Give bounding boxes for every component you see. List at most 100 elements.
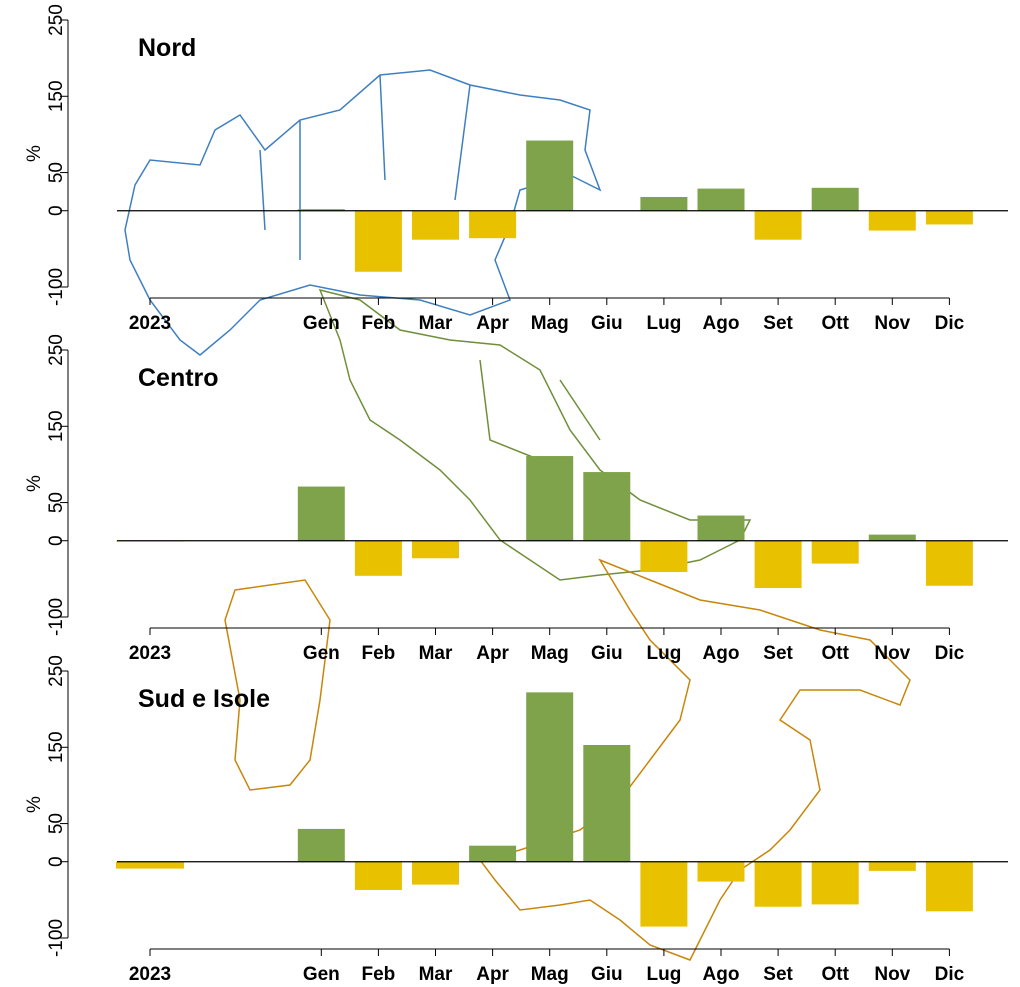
- y-tick-label: 0: [46, 535, 67, 546]
- x-tick-label: Mar: [419, 964, 453, 985]
- bar: [811, 187, 859, 211]
- bar: [526, 692, 574, 862]
- bar: [697, 861, 745, 882]
- y-tick-label: 50: [46, 162, 67, 183]
- bar: [811, 861, 859, 905]
- bar: [640, 196, 688, 211]
- x-tick-label: Apr: [476, 964, 509, 985]
- bar: [297, 209, 345, 211]
- bar: [697, 515, 745, 541]
- bar: [354, 540, 402, 576]
- y-tick-label: 150: [46, 410, 67, 442]
- bar: [354, 210, 402, 272]
- bar: [469, 210, 517, 239]
- x-tick-label: Mag: [531, 964, 569, 985]
- bar: [116, 861, 184, 869]
- bar: [925, 540, 973, 586]
- bar: [754, 210, 802, 240]
- x-tick-label: Nov: [874, 964, 910, 985]
- bar: [697, 188, 745, 211]
- x-tick-label: Ott: [821, 313, 849, 334]
- x-tick-label: Ago: [703, 313, 740, 334]
- y-tick-label: 0: [46, 205, 67, 216]
- bar: [526, 140, 574, 211]
- y-axis-label: %: [24, 796, 45, 813]
- y-tick-label: -100: [46, 598, 67, 636]
- x-tick-label: 2023: [129, 313, 171, 334]
- y-tick-label: 150: [46, 80, 67, 112]
- panel-title: Nord: [138, 34, 196, 62]
- x-tick-label: 2023: [129, 643, 171, 664]
- x-tick-label: Gen: [303, 964, 340, 985]
- bar: [925, 210, 973, 225]
- bar: [868, 210, 916, 231]
- bar: [640, 540, 688, 572]
- bar: [354, 861, 402, 890]
- x-tick-label: Feb: [362, 313, 396, 334]
- bar: [297, 486, 345, 541]
- x-tick-label: Mar: [419, 313, 453, 334]
- y-tick-label: -100: [46, 919, 67, 957]
- bar: [412, 540, 459, 559]
- panel: Centro% -100 0 50 150 250 2023 Gen Feb Mar Apr Mag G…: [24, 334, 1008, 664]
- bar: [469, 845, 517, 862]
- bar: [412, 861, 459, 885]
- bar: [868, 861, 916, 871]
- x-tick-label: Lug: [646, 313, 681, 334]
- x-tick-label: Mag: [531, 313, 569, 334]
- bar: [526, 456, 574, 541]
- bar: [754, 861, 802, 907]
- x-tick-label: Gen: [303, 643, 340, 664]
- bar: [811, 540, 859, 564]
- x-tick-label: Mar: [419, 643, 453, 664]
- x-tick-label: Gen: [303, 313, 340, 334]
- x-tick-label: Ott: [821, 964, 849, 985]
- panel: Sud e Isole% -100 0 50 150 250 2023 Gen Feb Mar Ap…: [24, 655, 1008, 985]
- panel: Nord% -100 0 50 150 250 2023 Gen Feb Mar Apr Mag Giu…: [24, 4, 1008, 334]
- x-tick-label: Lug: [646, 964, 681, 985]
- x-tick-label: Feb: [362, 964, 396, 985]
- x-tick-label: Dic: [935, 643, 965, 664]
- y-tick-label: -100: [46, 268, 67, 306]
- y-tick-label: 0: [46, 856, 67, 867]
- bar: [754, 540, 802, 589]
- x-tick-label: Set: [763, 643, 793, 664]
- y-axis-label: %: [24, 475, 45, 492]
- map-background: [124, 69, 911, 961]
- x-tick-label: Giu: [591, 313, 623, 334]
- bar: [640, 861, 688, 927]
- x-tick-label: Dic: [935, 313, 965, 334]
- x-tick-label: Set: [763, 964, 793, 985]
- x-tick-label: Dic: [935, 964, 965, 985]
- bar: [297, 828, 345, 862]
- bar: [868, 534, 916, 541]
- y-tick-label: 150: [46, 731, 67, 763]
- x-tick-label: Set: [763, 313, 793, 334]
- x-tick-label: Apr: [476, 313, 509, 334]
- y-tick-label: 250: [46, 655, 67, 687]
- x-tick-label: Giu: [591, 964, 623, 985]
- x-tick-label: Ott: [821, 643, 849, 664]
- x-tick-label: Apr: [476, 643, 509, 664]
- x-tick-label: Nov: [874, 313, 910, 334]
- y-tick-label: 50: [46, 492, 67, 513]
- panel-title: Sud e Isole: [138, 685, 270, 713]
- x-tick-label: Ago: [703, 964, 740, 985]
- y-tick-label: 250: [46, 334, 67, 366]
- x-tick-label: Mag: [531, 643, 569, 664]
- bar: [412, 210, 459, 240]
- panel-title: Centro: [138, 364, 219, 392]
- y-tick-label: 50: [46, 813, 67, 834]
- x-tick-label: Giu: [591, 643, 623, 664]
- bar: [925, 861, 973, 912]
- x-tick-label: Lug: [646, 643, 681, 664]
- x-tick-label: Ago: [703, 643, 740, 664]
- x-tick-label: 2023: [129, 964, 171, 985]
- x-tick-label: Feb: [362, 643, 396, 664]
- bar: [583, 472, 631, 541]
- y-tick-label: 250: [46, 4, 67, 36]
- x-tick-label: Nov: [874, 643, 910, 664]
- y-axis-label: %: [24, 145, 45, 162]
- bar: [583, 744, 631, 862]
